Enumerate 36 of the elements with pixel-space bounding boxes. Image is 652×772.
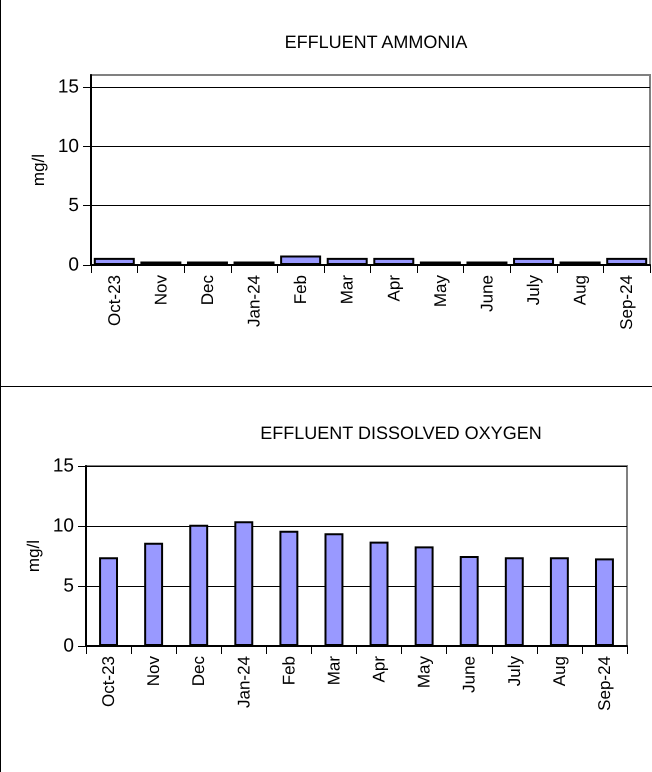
- y-axis-title: mg/l: [24, 540, 43, 572]
- x-tick-label: June: [460, 656, 479, 693]
- x-tick-label: Oct-23: [99, 656, 118, 708]
- x-tick-label: Nov: [144, 656, 164, 686]
- x-tick-label: Aug: [570, 275, 590, 306]
- x-tick-label: Apr: [384, 274, 404, 302]
- y-tick-label: 5: [63, 576, 74, 596]
- x-tick-label: July: [504, 656, 524, 686]
- x-tick-label: July: [524, 274, 544, 306]
- x-tick-label: Oct-23: [104, 275, 124, 326]
- x-tick-label: Jan-24: [234, 656, 254, 708]
- x-tick-label: Dec: [189, 656, 208, 686]
- x-tick-label: Feb: [291, 275, 310, 304]
- x-tick-label: June: [477, 275, 496, 312]
- x-tick-label: Apr: [370, 656, 389, 682]
- x-tick-label: Feb: [279, 656, 298, 686]
- y-tick-label: 10: [58, 136, 79, 157]
- y-tick-label: 15: [52, 456, 74, 476]
- x-tick-label: Sep-24: [594, 656, 614, 711]
- chart-title: EFFLUENT AMMONIA: [284, 32, 468, 52]
- x-tick-label: May: [430, 274, 450, 308]
- y-tick-label: 15: [58, 76, 79, 98]
- x-tick-label: Aug: [550, 656, 569, 686]
- x-tick-label: Mar: [338, 274, 357, 304]
- chart-title: EFFLUENT DISSOLVED OXYGEN: [260, 423, 542, 443]
- x-tick-label: Dec: [198, 274, 217, 306]
- y-tick-label: 0: [68, 254, 79, 276]
- y-tick-label: 0: [63, 636, 74, 656]
- y-tick-label: 10: [52, 516, 74, 536]
- x-tick-label: Jan-24: [244, 275, 264, 327]
- x-tick-label: Mar: [324, 656, 344, 686]
- y-axis-title: mg/l: [28, 154, 48, 186]
- y-tick-label: 5: [68, 195, 79, 216]
- x-tick-label: Sep-24: [617, 275, 636, 330]
- x-tick-label: May: [414, 656, 434, 688]
- x-tick-label: Nov: [151, 274, 170, 306]
